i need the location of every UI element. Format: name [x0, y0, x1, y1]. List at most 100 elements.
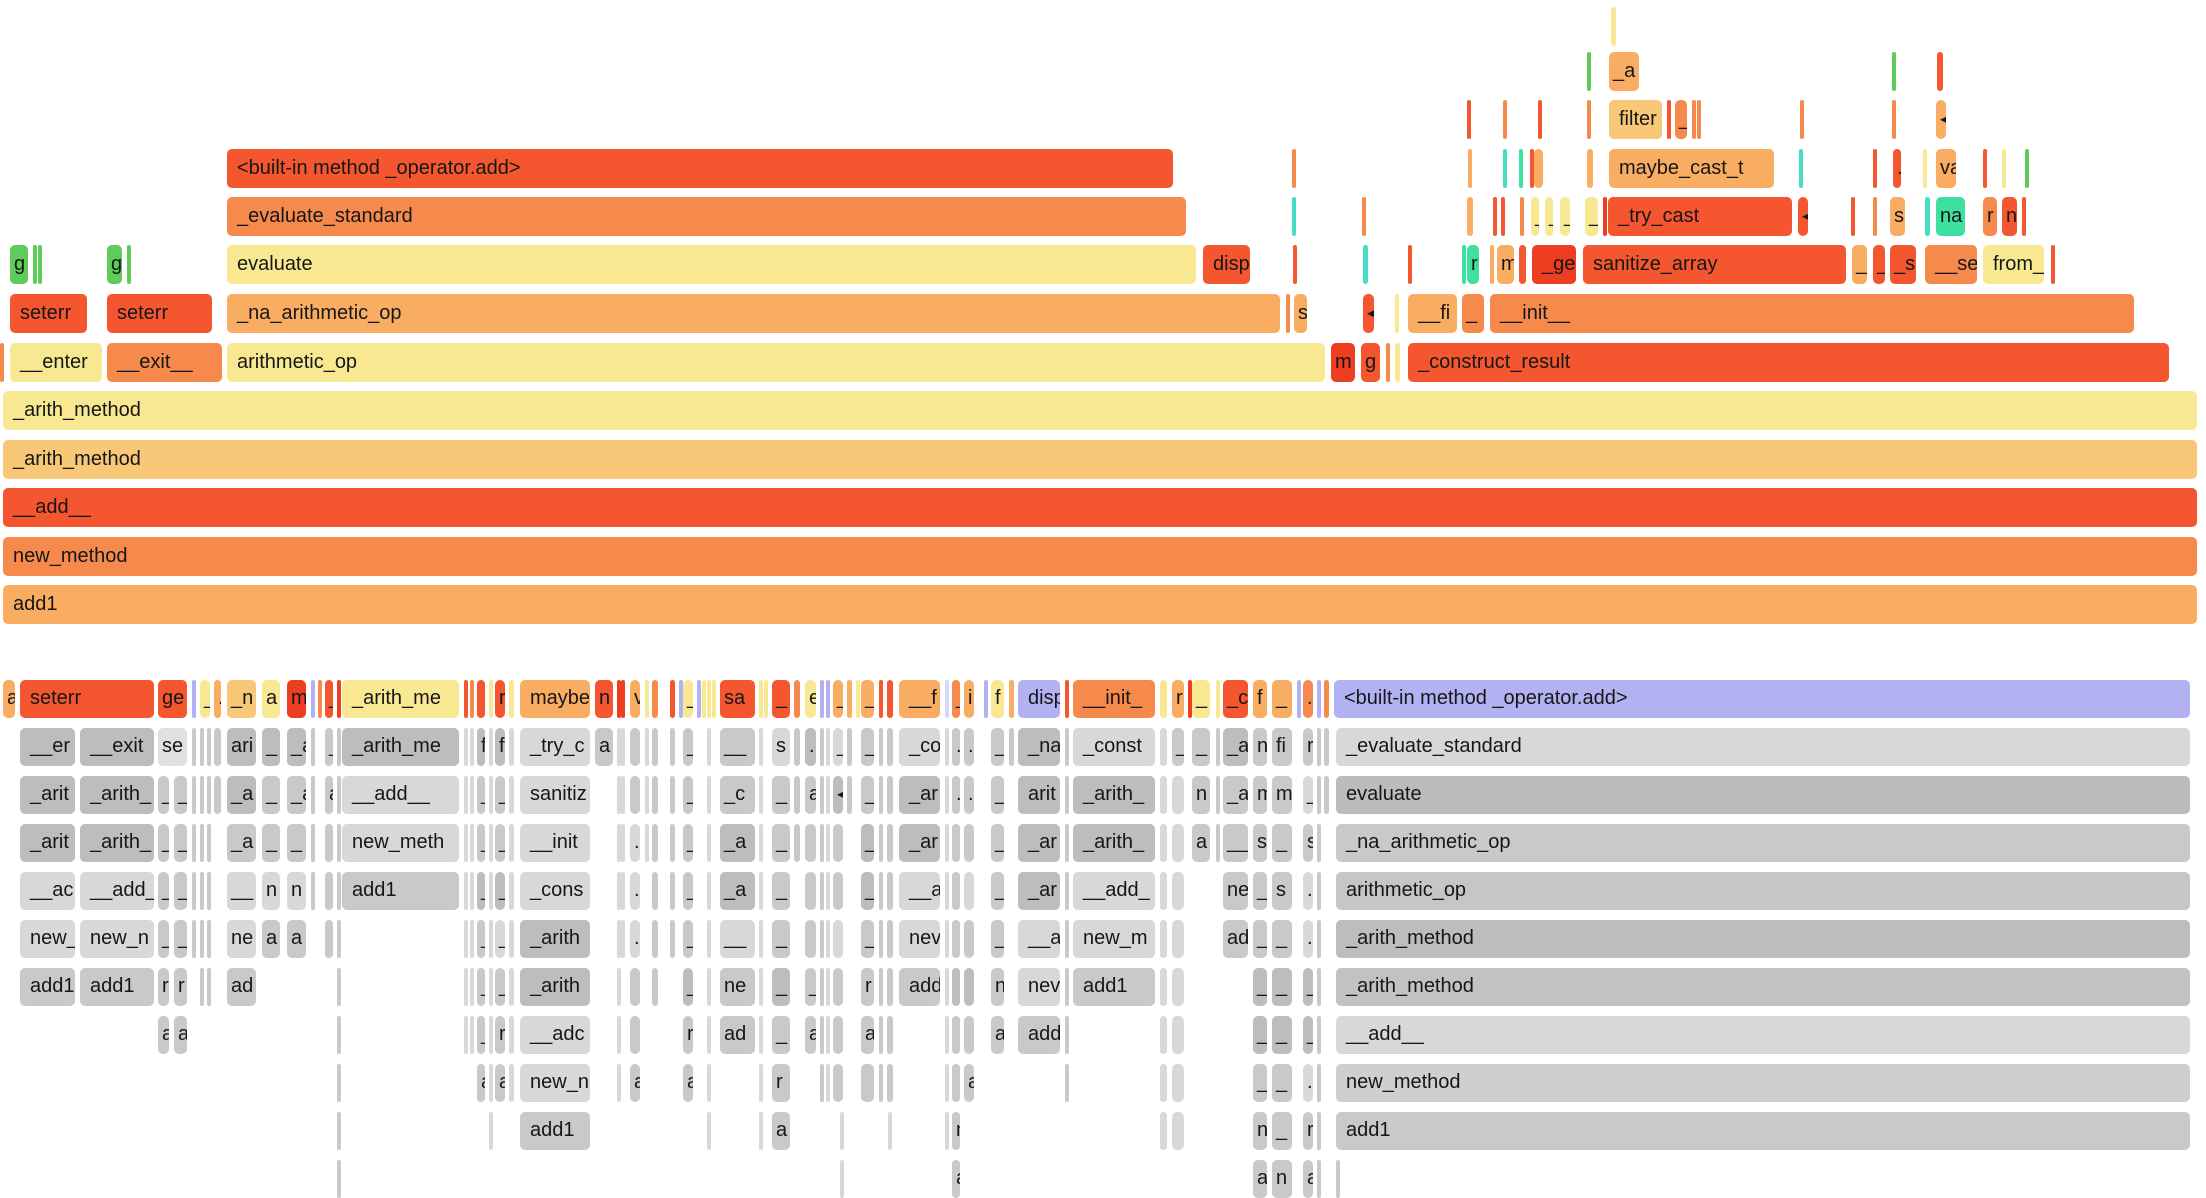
frame-sliver[interactable] [1587, 52, 1591, 91]
frame-init[interactable]: __init_ [1073, 680, 1155, 718]
frame-add1[interactable]: add1 [20, 968, 75, 1006]
frame-sliver[interactable] [489, 920, 493, 958]
frame-na-arithmetic-op[interactable]: _na_arithmetic_op [227, 294, 1280, 333]
frame-sliver[interactable] [509, 1064, 514, 1102]
frame-sliver[interactable] [887, 1016, 893, 1054]
frame-sa[interactable]: sa [720, 680, 755, 718]
frame-sliver[interactable]: _ [683, 680, 693, 718]
frame-sliver[interactable] [489, 728, 493, 766]
frame-sliver[interactable] [1160, 968, 1167, 1006]
frame-sliver[interactable] [470, 920, 474, 958]
frame-sliver[interactable]: . [630, 872, 640, 910]
frame-evaluate-standard[interactable]: _evaluate_standard [1336, 728, 2190, 766]
frame-sliver[interactable]: _ [1303, 968, 1313, 1006]
frame-arith[interactable]: _arith_ [80, 824, 154, 862]
frame-sliver[interactable] [670, 872, 675, 910]
frame-sliver[interactable] [1065, 776, 1069, 814]
frame-sliver[interactable] [820, 1064, 824, 1102]
frame-sliver[interactable] [945, 1016, 949, 1054]
frame-n[interactable]: n [287, 872, 306, 910]
frame-ge[interactable]: _ge [1532, 245, 1576, 284]
frame-a[interactable]: a [325, 776, 333, 814]
frame-sliver[interactable]: _ [495, 776, 505, 814]
frame-sliver[interactable] [630, 776, 640, 814]
frame-sliver[interactable] [679, 680, 683, 718]
frame-a[interactable]: a [287, 920, 306, 958]
frame-sliver[interactable]: _ [262, 776, 280, 814]
frame-init[interactable]: __init__ [1490, 294, 2134, 333]
frame-sliver[interactable] [887, 968, 893, 1006]
frame-g[interactable]: g [10, 245, 28, 284]
frame-sliver[interactable] [337, 1160, 341, 1198]
frame-sliver[interactable] [1172, 824, 1184, 862]
frame-sliver[interactable]: _ [1253, 872, 1267, 910]
frame-sliver[interactable]: _ [991, 776, 1004, 814]
frame-a[interactable]: __a [899, 872, 940, 910]
frame-sliver[interactable]: __ [227, 872, 256, 910]
frame-sliver[interactable] [1009, 728, 1014, 766]
frame-sliver[interactable] [621, 920, 625, 958]
frame-sliver[interactable]: _ [833, 680, 843, 718]
frame-add[interactable]: add [899, 968, 940, 1006]
frame-adc[interactable]: __adc [520, 1016, 590, 1054]
frame-ne[interactable]: ne [720, 968, 755, 1006]
frame-sliver[interactable] [1317, 1016, 1321, 1054]
frame-sliver[interactable]: _ [861, 824, 874, 862]
frame-sliver[interactable]: . [964, 776, 974, 814]
frame-add[interactable]: __add__ [3, 488, 2197, 527]
frame-sliver[interactable] [464, 824, 468, 862]
frame-sliver[interactable] [1697, 100, 1701, 139]
frame-a[interactable]: _a [720, 872, 755, 910]
frame-sliver[interactable] [311, 872, 315, 910]
frame-sliver[interactable] [670, 680, 675, 718]
frame-sliver[interactable]: _ [477, 776, 485, 814]
frame-sliver[interactable] [311, 680, 315, 718]
frame-sliver[interactable] [1503, 100, 1507, 139]
frame-sliver[interactable] [670, 776, 675, 814]
frame-ne[interactable]: ne [1223, 872, 1248, 910]
frame-r[interactable]: r [861, 968, 874, 1006]
frame-sliver[interactable] [200, 776, 204, 814]
frame-sliver[interactable]: _ [477, 920, 485, 958]
frame-construct-result[interactable]: _construct_result [1408, 343, 2169, 382]
frame-sliver[interactable] [1065, 1016, 1069, 1054]
frame-g[interactable]: g [107, 245, 122, 284]
frame-sliver[interactable]: _ [772, 920, 790, 958]
frame-ne[interactable]: ne [227, 920, 256, 958]
frame-sliver[interactable] [207, 968, 211, 1006]
frame-sliver[interactable] [820, 728, 824, 766]
frame-sliver[interactable] [887, 872, 893, 910]
frame-r[interactable]: r [495, 680, 505, 718]
frame-sliver[interactable]: _ [1253, 1064, 1267, 1102]
frame-a[interactable]: _a [720, 824, 755, 862]
frame-sliver[interactable]: _ [158, 824, 169, 862]
frame-sliver[interactable] [652, 968, 658, 1006]
frame-sliver[interactable]: _ [262, 728, 280, 766]
frame-n[interactable]: n [595, 680, 613, 718]
frame-sliver[interactable] [945, 920, 949, 958]
frame-sliver[interactable] [207, 872, 211, 910]
frame-ar[interactable]: _ar [899, 776, 940, 814]
frame-sliver[interactable] [707, 680, 711, 718]
frame-sliver[interactable] [1692, 100, 1696, 139]
frame-sliver[interactable]: _ [772, 968, 790, 1006]
frame-na-arithmetic-op[interactable]: _na_arithmetic_op [1336, 824, 2190, 862]
frame-f[interactable]: f [1253, 680, 1267, 718]
frame-sliver[interactable] [794, 824, 800, 862]
frame-a[interactable]: _a [1223, 728, 1248, 766]
frame-sliver[interactable] [621, 728, 625, 766]
frame-sliver[interactable] [337, 920, 341, 958]
frame-sliver[interactable] [1336, 1160, 1340, 1198]
frame-sliver[interactable] [1317, 776, 1321, 814]
frame-sliver[interactable] [1172, 968, 1184, 1006]
frame-arith-method[interactable]: _arith_method [1336, 920, 2190, 958]
frame-sliver[interactable] [1172, 1016, 1184, 1054]
frame-sliver[interactable] [464, 1016, 468, 1054]
frame-sliver[interactable]: _ [1585, 197, 1598, 236]
frame-add1[interactable]: add1 [80, 968, 154, 1006]
frame-sliver[interactable]: _ [1873, 245, 1885, 284]
frame-sliver[interactable] [630, 728, 640, 766]
frame-sliver[interactable]: _ [477, 824, 485, 862]
frame-sliver[interactable] [311, 728, 315, 766]
frame-add[interactable]: __add_ [1073, 872, 1155, 910]
